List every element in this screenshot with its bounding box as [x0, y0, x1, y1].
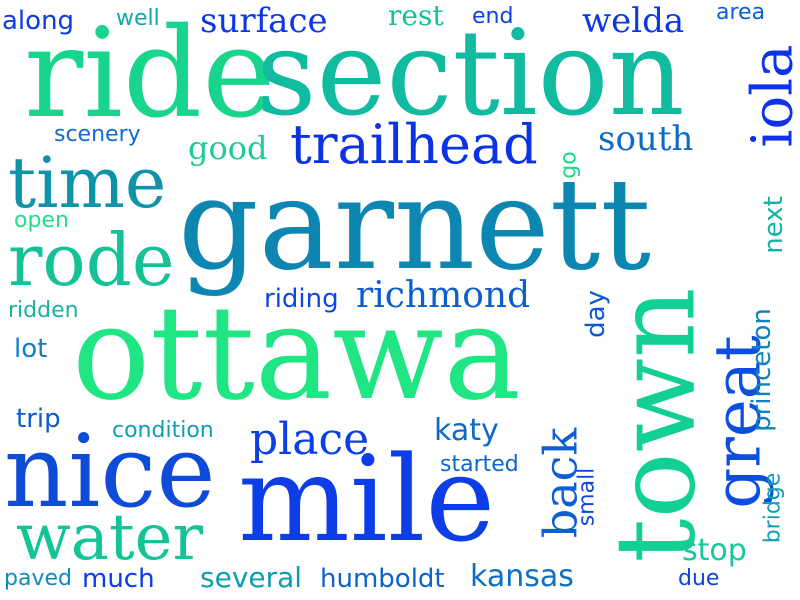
word-welda: welda — [582, 1, 685, 41]
word-along: along — [2, 6, 75, 36]
word-garnett: garnett — [178, 151, 651, 298]
word-day: day — [580, 290, 611, 338]
word-south: south — [598, 119, 694, 159]
word-end: end — [472, 4, 514, 29]
word-kansas: kansas — [470, 559, 574, 594]
word-much: much — [82, 564, 155, 594]
word-time: time — [8, 142, 167, 224]
word-humboldt: humboldt — [320, 564, 445, 594]
word-stop: stop — [682, 533, 747, 568]
word-area: area — [716, 0, 766, 25]
word-good: good — [188, 129, 268, 167]
word-princeton: princeton — [746, 308, 777, 432]
word-well: well — [116, 6, 160, 31]
word-open: open — [14, 208, 69, 233]
word-section: section — [256, 4, 685, 142]
word-rode: rode — [8, 218, 175, 302]
word-ottawa: ottawa — [72, 277, 522, 429]
word-bridge: bridge — [760, 472, 786, 544]
word-ridden: ridden — [8, 298, 79, 323]
word-lot: lot — [14, 334, 48, 364]
word-paved: paved — [4, 566, 72, 591]
word-mile: mile — [238, 430, 496, 568]
word-rest: rest — [388, 0, 444, 32]
word-ride: ride — [24, 2, 276, 146]
word-riding: riding — [264, 284, 339, 314]
word-go: go — [556, 151, 582, 179]
word-place: place — [250, 414, 370, 465]
word-several: several — [200, 561, 303, 594]
word-next: next — [758, 196, 789, 254]
word-scenery: scenery — [54, 122, 141, 147]
word-iola: iola — [740, 44, 800, 148]
word-water: water — [16, 501, 204, 575]
word-condition: condition — [112, 418, 214, 443]
word-nice: nice — [4, 413, 216, 530]
word-surface: surface — [200, 1, 328, 41]
word-started: started — [440, 452, 519, 477]
word-town: town — [591, 287, 720, 563]
word-richmond: richmond — [356, 275, 531, 316]
word-trip: trip — [16, 404, 61, 434]
word-katy: katy — [434, 413, 499, 448]
word-trailhead: trailhead — [290, 113, 538, 176]
word-small: small — [574, 467, 600, 527]
word-due: due — [678, 566, 720, 591]
